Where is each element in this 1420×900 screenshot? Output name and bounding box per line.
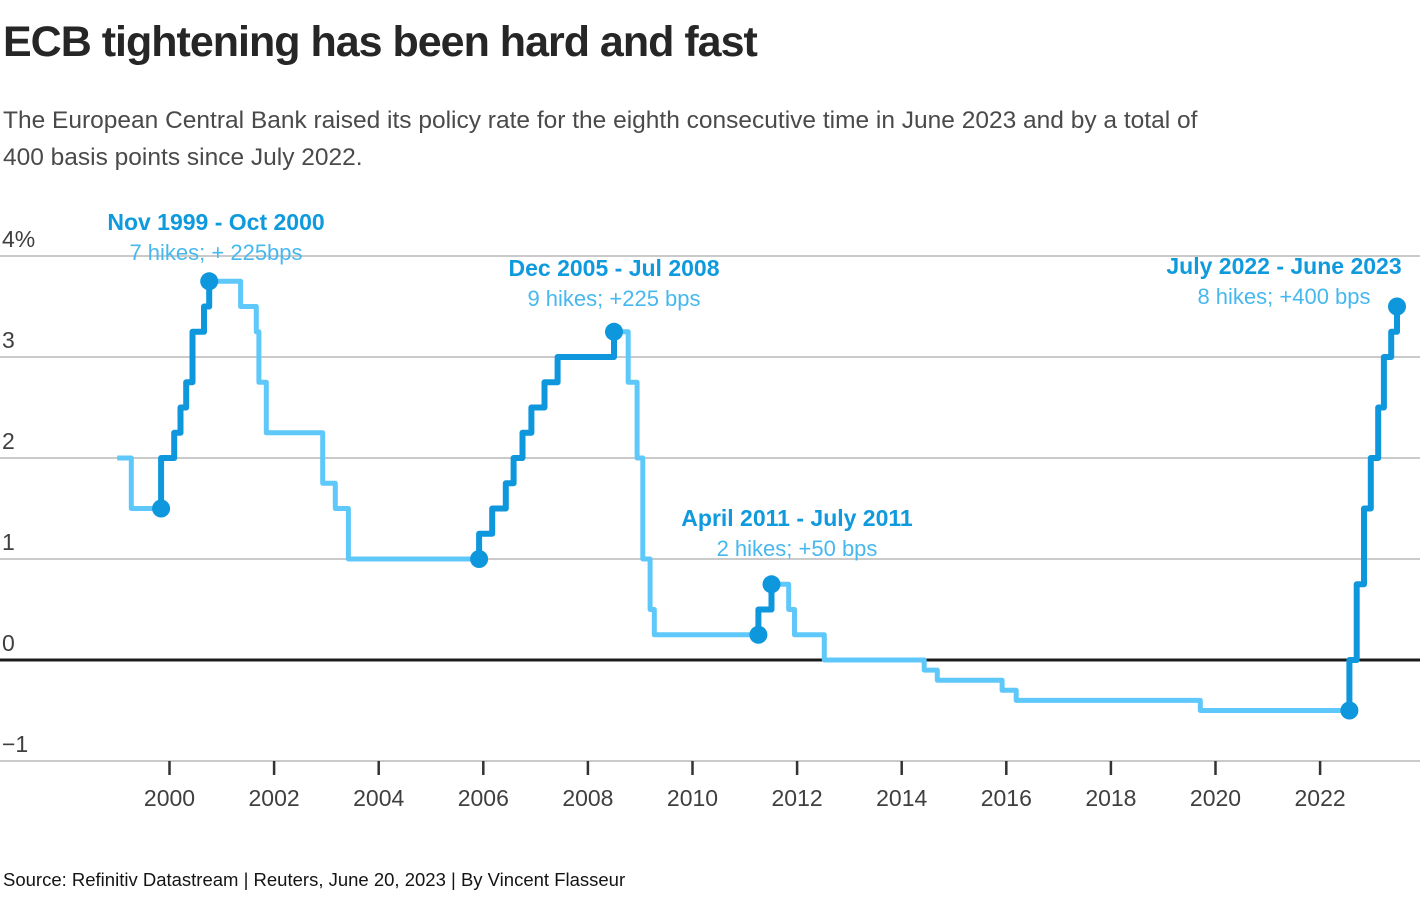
- x-axis-label: 2022: [1295, 785, 1346, 811]
- rate-marker: [200, 272, 219, 291]
- page-subtitle: The European Central Bank raised its pol…: [3, 107, 1198, 171]
- rate-marker: [470, 550, 489, 568]
- annotation-july-2022: July 2022 - June 2023 8 hikes; +400 bps: [1166, 252, 1401, 312]
- annotation-dec-2005: Dec 2005 - Jul 2008 9 hikes; +225 bps: [509, 254, 720, 314]
- y-axis-label: 2: [2, 428, 15, 454]
- x-axis-label: 2010: [667, 785, 718, 811]
- rate-marker: [749, 625, 768, 644]
- annotation-subtitle: 9 hikes; +225 bps: [527, 286, 701, 311]
- x-axis-label: 2014: [876, 785, 927, 811]
- x-axis-label: 2016: [981, 785, 1032, 811]
- x-axis-label: 2008: [562, 785, 613, 811]
- annotation-subtitle: 8 hikes; +400 bps: [1197, 284, 1371, 309]
- hike-cycle-segment: [157, 278, 213, 512]
- y-axis-label: 1: [2, 529, 15, 555]
- hike-cycle-segment: [754, 581, 775, 638]
- rate-marker: [1388, 297, 1406, 316]
- rate-marker: [762, 575, 781, 594]
- y-axis-label: 3: [2, 327, 15, 353]
- x-axis-label: 2002: [249, 785, 300, 811]
- annotation-title: Nov 1999 - Oct 2000: [107, 209, 325, 235]
- y-axis-label: 4%: [2, 226, 35, 252]
- x-axis-label: 2020: [1190, 785, 1241, 811]
- x-axis-label: 2000: [144, 785, 195, 811]
- annotation-nov-1999: Nov 1999 - Oct 2000 7 hikes; + 225bps: [107, 208, 324, 268]
- annotation-title: April 2011 - July 2011: [681, 505, 913, 531]
- hike-cycle-segment: [475, 328, 618, 562]
- policy-rate-line: [117, 278, 1400, 713]
- rate-marker: [152, 499, 171, 518]
- annotation-april-2011: April 2011 - July 2011 2 hikes; +50 bps: [681, 504, 912, 564]
- hike-cycle-segment: [1345, 306, 1400, 714]
- y-axis-label: −1: [2, 731, 28, 757]
- annotation-subtitle: 7 hikes; + 225bps: [129, 240, 303, 265]
- source-attribution: Source: Refinitiv Datastream | Reuters, …: [3, 869, 626, 890]
- x-axis-label: 2004: [353, 785, 404, 811]
- x-axis-label: 2018: [1085, 785, 1136, 811]
- page-title: ECB tightening has been hard and fast: [3, 18, 758, 66]
- annotation-subtitle: 2 hikes; +50 bps: [716, 536, 878, 561]
- y-axis-label: 0: [2, 630, 15, 656]
- rate-marker: [605, 322, 623, 341]
- rate-marker: [1340, 701, 1359, 720]
- x-axis-label: 2012: [772, 785, 823, 811]
- annotation-title: July 2022 - June 2023: [1166, 253, 1402, 279]
- annotation-title: Dec 2005 - Jul 2008: [508, 255, 720, 281]
- x-axis-label: 2006: [458, 785, 509, 811]
